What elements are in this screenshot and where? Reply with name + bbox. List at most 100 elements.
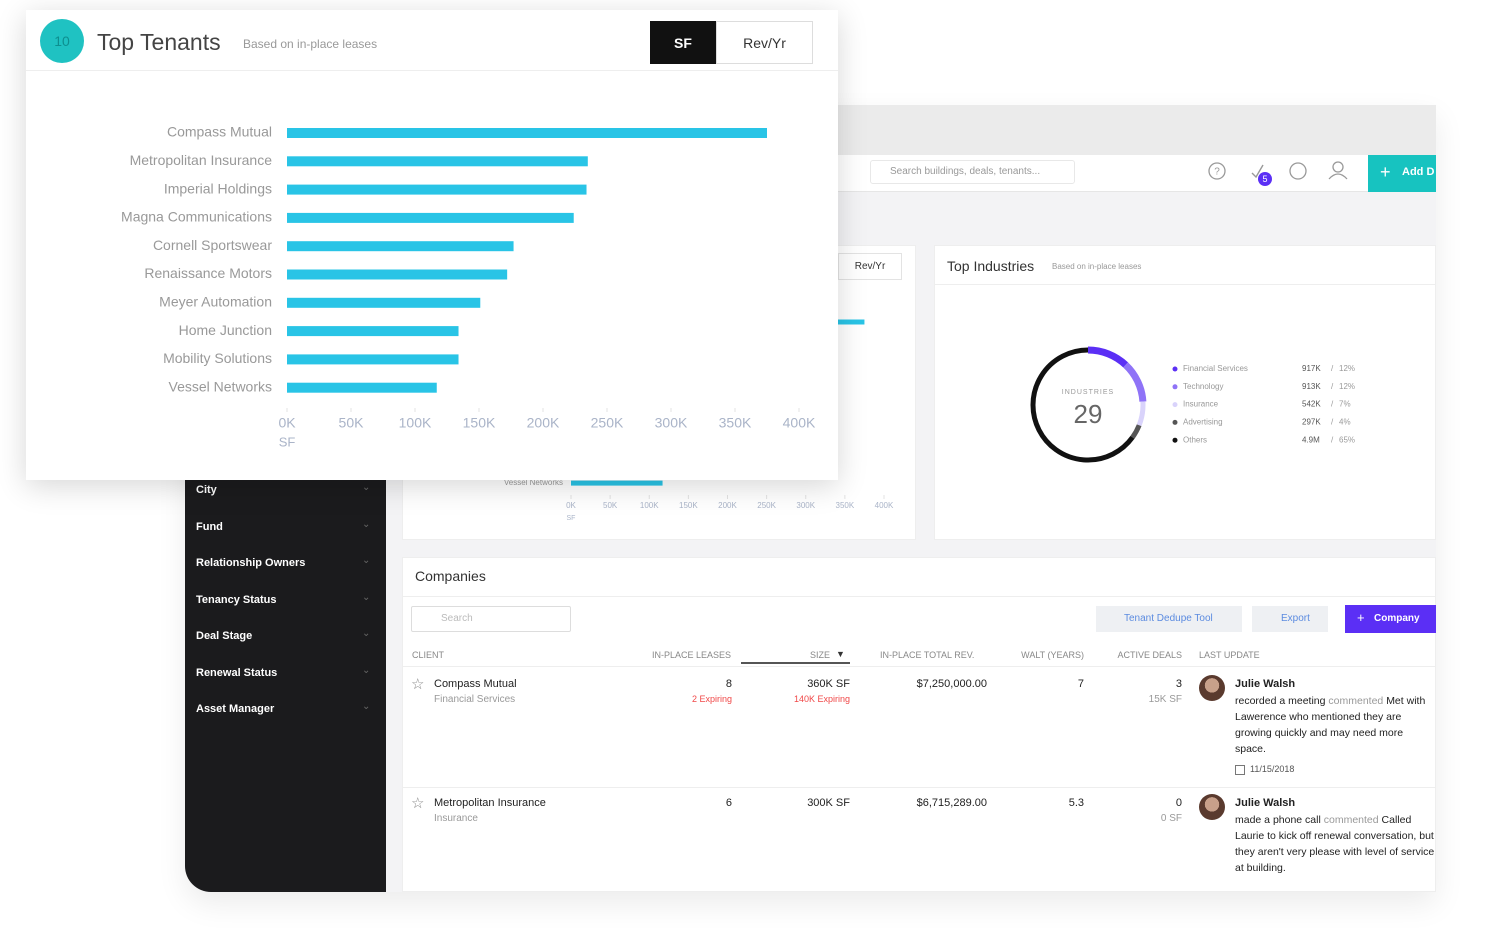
x-tick-label: 50K [603,501,618,510]
sidebar-filter: Asset Manager [196,703,275,715]
rev-toggle[interactable] [716,21,813,64]
sidebar-filter: Fund [196,520,223,533]
sort-underline [741,662,850,664]
bar [287,212,574,223]
favorite-star: ☆ [411,676,425,693]
y-tick-label: Vessel Networks [504,478,563,487]
companies-title: Companies [415,568,486,584]
sidebar-filter: Tenancy Status [196,593,277,606]
y-tick-label: Renaissance Motors [144,265,272,281]
column-header: SIZE [809,650,830,660]
filter-chevron: ⌄ [362,701,371,712]
add-button-label: Add D [1402,166,1435,178]
legend-amount: 297K [1302,418,1321,427]
notification-badge [1258,172,1272,186]
x-tick-label: 200K [718,501,737,510]
tenants-title: Top Tenants [97,29,221,55]
update-comment: Met with Lawerence who mentioned they ar… [1235,695,1426,755]
x-tick-label: 300K [796,501,815,510]
filter-chevron: ⌄ [362,664,371,676]
update-verb: commented [1328,695,1384,707]
legend-amount: 917K [1302,364,1321,373]
search-placeholder: Search buildings, deals, tenants... [890,166,1041,177]
client-name: Compass Mutual [434,678,517,690]
bar [287,156,588,167]
notification-count: 5 [1262,174,1268,184]
legend-percent: 12% [1339,364,1355,373]
legend-amount: 4.9M [1302,435,1320,444]
legend-percent: 7% [1339,400,1351,409]
bar [287,128,767,138]
update-user: Julie Walsh [1235,797,1296,809]
size-expiring: 140K Expiring [793,694,850,704]
x-axis-unit: SF [567,515,576,522]
y-tick-label: Compass Mutual [167,124,272,140]
x-tick-label: 0K [278,415,296,431]
legend-separator: / [1331,382,1334,391]
legend-percent: 4% [1339,418,1351,427]
legend-dot [1172,366,1178,372]
y-tick-label: Vessel Networks [169,378,272,394]
legend-amount: 913K [1302,382,1321,391]
client-name: Metropolitan Insurance [434,797,546,809]
leases: 8 [725,678,732,690]
company-button[interactable] [1345,605,1436,633]
rev-toggle-back-label: Rev/Yr [854,261,886,272]
x-tick-label: 100K [640,501,659,510]
legend-dot [1172,437,1178,443]
update-verb: commented [1323,814,1379,826]
sidebar-filter: City [196,484,217,496]
industries-card [934,245,1436,540]
avatar [1199,794,1225,820]
bar [571,480,663,486]
legend-percent: 65% [1339,435,1355,444]
sidebar-filter: Relationship Owners [196,557,306,569]
y-tick-label: Imperial Holdings [164,180,272,196]
bar [287,184,587,195]
column-header: IN-PLACE LEASES [651,650,731,660]
x-tick-label: 300K [655,415,688,431]
x-tick-label: 400K [783,415,816,431]
legend-label: Financial Services [1183,364,1248,373]
companies-search-placeholder: Search [441,613,473,624]
active-deals: 0 [1175,797,1182,809]
legend-separator: / [1331,364,1334,373]
legend-percent: 12% [1339,382,1355,391]
dedupe-button[interactable] [1096,606,1242,632]
active-deals-size: 15K SF [1148,694,1182,705]
legend-label: Others [1183,435,1207,444]
donut-segment [1123,362,1147,402]
y-tick-label: Magna Communications [121,209,272,225]
search-field[interactable] [870,160,1075,184]
filter-chevron: ⌄ [362,482,371,493]
client-industry: Financial Services [434,694,516,705]
donut-value: 29 [1074,399,1103,429]
filter-chevron: ⌄ [362,555,371,566]
export-button-label: Export [1281,613,1310,624]
size: 300K SF [807,797,850,809]
x-tick-label: 350K [719,415,752,431]
x-tick-label: 50K [339,415,365,431]
y-tick-label: Mobility Solutions [163,350,272,366]
top-tenants-card: 10 Top Tenants Based on in-place leases … [26,10,838,480]
revenue: $6,715,289.00 [916,797,987,809]
x-tick-label: 150K [679,501,698,510]
row-divider [402,787,1436,788]
company-button-icon: + [1357,610,1365,625]
add-button[interactable]: + Add D [1368,155,1436,192]
add-icon: + [1380,162,1391,182]
column-header: CLIENT [412,650,445,660]
client-industry: Insurance [434,813,478,824]
legend-dot [1172,384,1178,390]
x-tick-label: 250K [757,501,776,510]
export-button[interactable] [1252,606,1328,632]
x-tick-label: 200K [527,415,560,431]
donut-segment [1087,346,1129,368]
legend-separator: / [1331,418,1334,427]
update-date: 11/15/2018 [1250,764,1295,774]
rev-toggle-back[interactable] [838,253,902,280]
companies-search[interactable] [411,606,571,632]
sf-toggle[interactable] [650,21,716,64]
leases: 6 [725,797,732,809]
